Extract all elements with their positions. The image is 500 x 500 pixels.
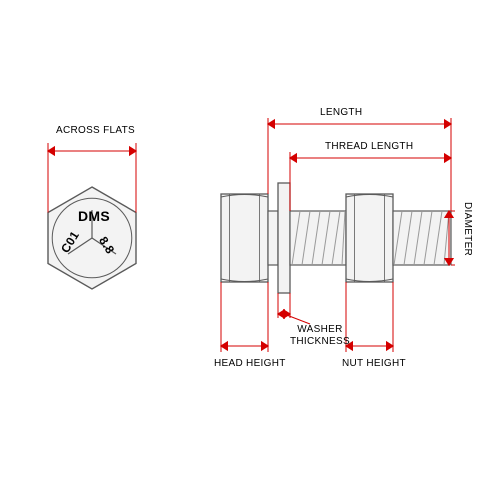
label-nut-height: NUT HEIGHT [342,358,406,369]
label-thread-length: THREAD LENGTH [325,141,413,152]
label-length: LENGTH [320,107,362,118]
bolt-diagram [0,0,500,500]
head-marking-top: DMS [78,208,110,224]
label-diameter: DIAMETER [462,202,473,256]
label-head-height: HEAD HEIGHT [214,358,286,369]
label-washer-thickness: WASHERTHICKNESS [290,324,350,348]
label-across-flats: ACROSS FLATS [56,125,135,136]
